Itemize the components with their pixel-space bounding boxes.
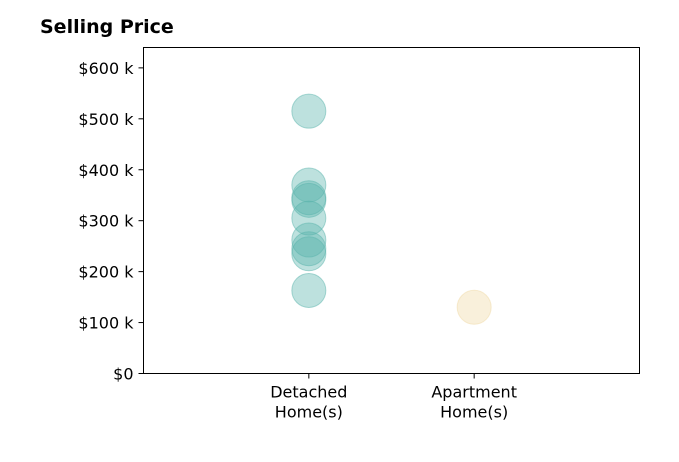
data-point <box>291 272 327 308</box>
x-tick-label: Detached Home(s) <box>270 383 347 422</box>
x-tick-label: Apartment Home(s) <box>431 383 517 422</box>
y-tick-label: $400 k <box>78 161 134 180</box>
data-point <box>291 222 327 258</box>
y-axis: $0 $100 k $200 k $300 k $400 k $500 k $600 k <box>78 59 144 384</box>
y-tick-label: $0 <box>113 365 133 384</box>
plot-frame <box>143 47 640 374</box>
y-tick-label: $500 k <box>78 110 134 129</box>
data-point <box>291 93 327 129</box>
chart-title: Selling Price <box>40 16 174 38</box>
data-point <box>291 167 327 203</box>
data-point <box>291 236 327 272</box>
data-points <box>291 93 492 325</box>
data-point <box>291 231 327 267</box>
data-point <box>291 182 327 218</box>
y-tick-label: $200 k <box>78 263 134 282</box>
y-tick-label: $600 k <box>78 59 134 78</box>
data-point <box>291 200 327 236</box>
x-axis: Detached Home(s) Apartment Home(s) <box>270 373 517 422</box>
y-tick-label: $300 k <box>78 212 134 231</box>
data-point <box>456 289 492 325</box>
y-tick-label: $100 k <box>78 314 134 333</box>
